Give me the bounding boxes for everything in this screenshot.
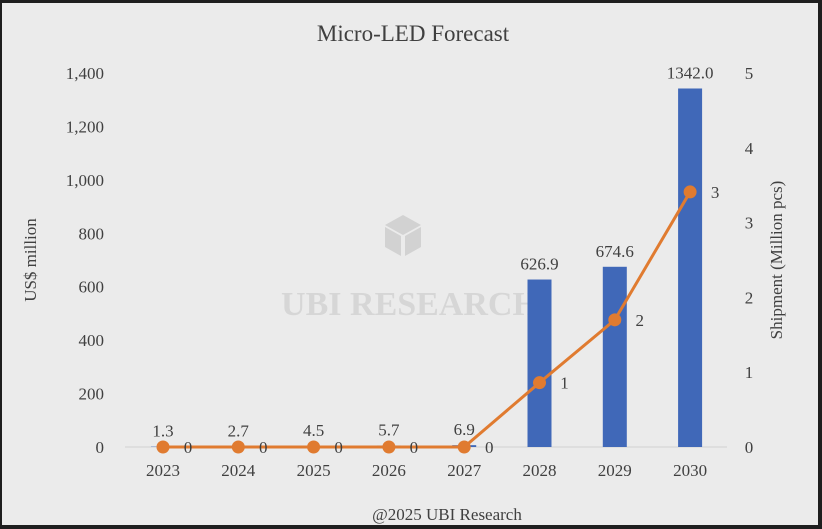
x-tick-label: 2024 xyxy=(221,461,256,480)
chart-container: Micro-LED Forecast UBI RESEARCH US$ mill… xyxy=(2,3,818,525)
line-data-label: 3 xyxy=(711,183,720,202)
y2-tick-label: 0 xyxy=(745,438,754,457)
x-tick-label: 2030 xyxy=(673,461,707,480)
y2-tick-label: 4 xyxy=(745,139,754,158)
x-tick-label: 2028 xyxy=(523,461,557,480)
shipment-line xyxy=(163,191,692,449)
chart-title: Micro-LED Forecast xyxy=(317,21,510,46)
y-tick-label: 400 xyxy=(79,331,105,350)
bar-data-label: 1342.0 xyxy=(667,63,714,82)
line-point xyxy=(457,440,471,454)
line-data-label: 0 xyxy=(485,438,494,457)
bar-data-label: 626.9 xyxy=(520,255,558,274)
x-tick-label: 2029 xyxy=(598,461,632,480)
chart: Micro-LED Forecast UBI RESEARCH US$ mill… xyxy=(21,21,786,524)
line-point xyxy=(608,313,622,327)
watermark-cube-icon xyxy=(385,215,421,256)
y-tick-label: 1,000 xyxy=(66,171,104,190)
bar xyxy=(678,88,703,447)
y2-tick-label: 2 xyxy=(745,288,754,307)
y-tick-label: 600 xyxy=(79,278,105,297)
line-point xyxy=(382,440,396,454)
x-tick-label: 2025 xyxy=(297,461,331,480)
y2-tick-label: 1 xyxy=(745,363,754,382)
line-point xyxy=(156,440,170,454)
line-point xyxy=(307,440,321,454)
bar-data-label: 4.5 xyxy=(303,421,324,440)
bar xyxy=(527,279,552,447)
line-point xyxy=(231,440,245,454)
y2-axis-label: Shipment (Million pcs) xyxy=(767,181,786,340)
line-data-label: 1 xyxy=(560,374,569,393)
y-tick-label: 800 xyxy=(79,224,105,243)
y2-tick-label: 5 xyxy=(745,64,754,83)
bar-data-label: 6.9 xyxy=(454,420,475,439)
y2-tick-label: 3 xyxy=(745,214,754,233)
line-data-label: 0 xyxy=(259,438,268,457)
footer: @2025 UBI Research xyxy=(372,505,522,524)
bar-data-label: 5.7 xyxy=(378,420,400,439)
y-tick-label: 200 xyxy=(79,385,105,404)
bar-data-label: 1.3 xyxy=(152,422,173,441)
watermark: UBI RESEARCH xyxy=(281,215,539,323)
bar-data-label: 2.7 xyxy=(228,421,250,440)
y-tick-label: 1,200 xyxy=(66,117,104,136)
line-data-label: 2 xyxy=(636,311,645,330)
x-tick-label: 2027 xyxy=(447,461,482,480)
x-tick-label: 2023 xyxy=(146,461,180,480)
line-point xyxy=(533,376,546,390)
watermark-text: UBI RESEARCH xyxy=(281,286,539,323)
line-point xyxy=(683,185,697,199)
bar xyxy=(602,266,627,447)
y-tick-label: 0 xyxy=(96,438,105,457)
x-tick-label: 2026 xyxy=(372,461,406,480)
y-tick-label: 1,400 xyxy=(66,64,104,83)
line-data-label: 0 xyxy=(334,438,343,457)
line-data-label: 0 xyxy=(410,438,419,457)
bar-data-label: 674.6 xyxy=(596,242,634,261)
y-axis-label: US$ million xyxy=(21,218,40,302)
line-data-label: 0 xyxy=(184,438,193,457)
